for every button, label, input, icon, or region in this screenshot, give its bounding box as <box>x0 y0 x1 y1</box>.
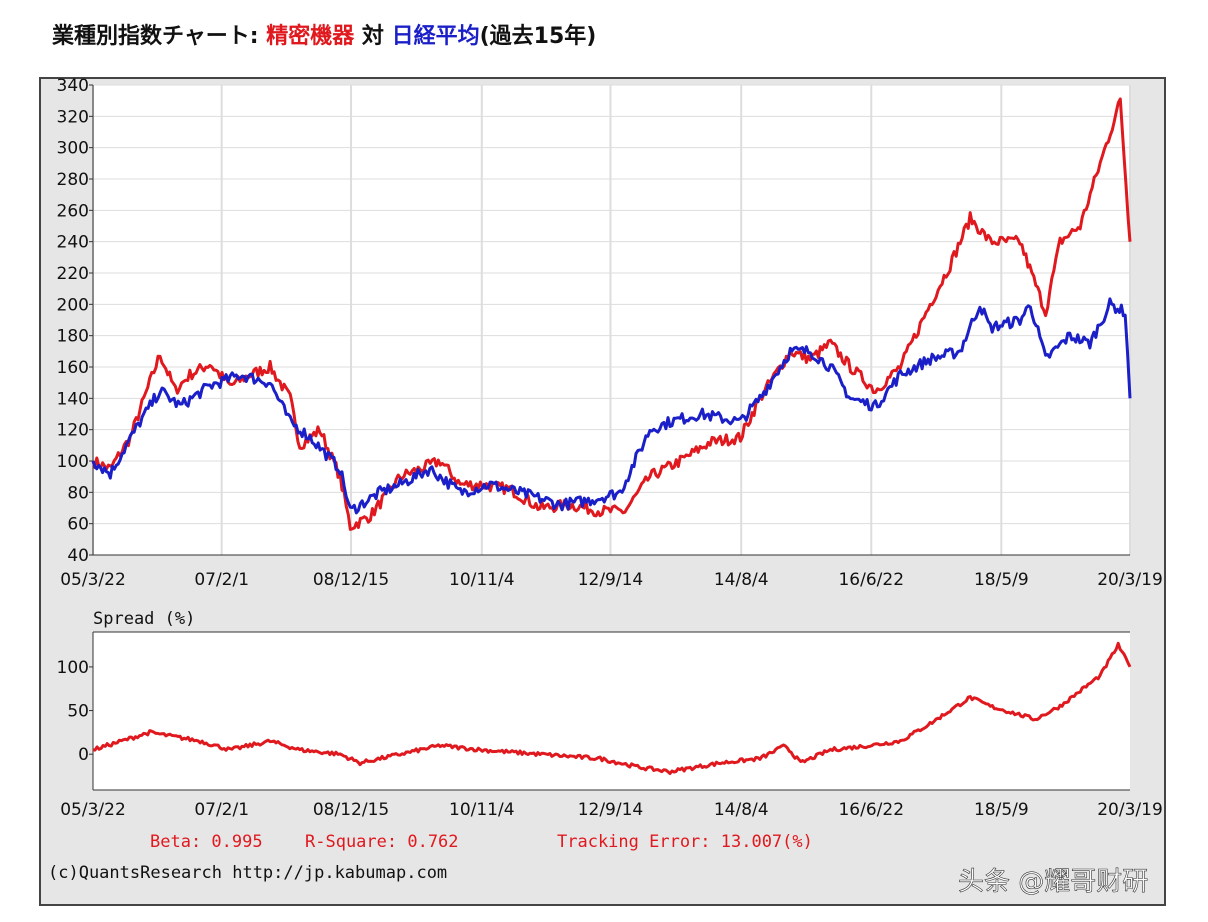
y-tick-label: 40 <box>67 546 89 566</box>
x-tick-label: 18/5/9 <box>974 800 1029 820</box>
y-tick-label: 100 <box>57 452 89 472</box>
tracking-error-stat: Tracking Error: 13.007(%) <box>557 832 813 852</box>
y-tick-label: 340 <box>57 76 89 96</box>
credit-text: (c)QuantsResearch http://jp.kabumap.com <box>48 863 447 883</box>
x-tick-label: 16/6/22 <box>838 800 904 820</box>
x-tick-label: 10/11/4 <box>449 570 515 590</box>
x-tick-label: 14/8/4 <box>714 800 769 820</box>
title-benchmark: 日経平均 <box>391 24 480 49</box>
x-tick-label: 12/9/14 <box>578 570 644 590</box>
x-tick-label: 07/2/1 <box>194 800 249 820</box>
y-tick-label: 120 <box>57 421 89 441</box>
y-tick-label: 320 <box>57 107 89 127</box>
y-tick-label: 0 <box>78 745 89 765</box>
x-tick-label: 08/12/15 <box>313 570 389 590</box>
chart-title: 業種別指数チャート: 精密機器 対 日経平均(過去15年) <box>52 18 596 50</box>
series-line-benchmark <box>91 297 1132 515</box>
x-tick-label: 08/12/15 <box>313 800 389 820</box>
x-tick-label: 16/6/22 <box>838 570 904 590</box>
x-tick-label: 07/2/1 <box>194 570 249 590</box>
x-tick-label: 12/9/14 <box>578 800 644 820</box>
y-tick-label: 180 <box>57 327 89 347</box>
x-tick-label: 14/8/4 <box>714 570 769 590</box>
y-tick-label: 220 <box>57 264 89 284</box>
x-tick-label: 05/3/22 <box>60 570 126 590</box>
y-tick-label: 100 <box>57 658 89 678</box>
y-tick-label: 300 <box>57 139 89 159</box>
y-tick-label: 80 <box>67 483 89 503</box>
title-sector: 精密機器 <box>266 24 355 49</box>
x-tick-label: 20/3/19 <box>1097 800 1163 820</box>
main-plot-area <box>93 85 1130 555</box>
spread-title: Spread (%) <box>93 609 195 629</box>
y-tick-label: 240 <box>57 233 89 253</box>
x-tick-label: 05/3/22 <box>60 800 126 820</box>
y-tick-label: 200 <box>57 295 89 315</box>
x-tick-label: 20/3/19 <box>1097 570 1163 590</box>
y-tick-label: 140 <box>57 389 89 409</box>
beta-stat: Beta: 0.995 <box>150 832 263 852</box>
y-tick-label: 50 <box>67 702 89 722</box>
title-vs: 対 <box>354 24 392 49</box>
watermark: 头条 @耀哥财研 <box>958 867 1148 897</box>
y-tick-label: 260 <box>57 201 89 221</box>
x-tick-label: 10/11/4 <box>449 800 515 820</box>
r-square-stat: R-Square: 0.762 <box>305 832 459 852</box>
y-tick-label: 280 <box>57 170 89 190</box>
series-line-spread <box>92 641 1132 775</box>
title-suffix: (過去15年) <box>479 24 597 49</box>
x-tick-label: 18/5/9 <box>974 570 1029 590</box>
title-prefix: 業種別指数チャート: <box>52 24 267 49</box>
spread-plot-area <box>93 632 1130 790</box>
series-line-sector <box>91 97 1132 531</box>
y-tick-label: 60 <box>67 515 89 535</box>
y-tick-label: 160 <box>57 358 89 378</box>
